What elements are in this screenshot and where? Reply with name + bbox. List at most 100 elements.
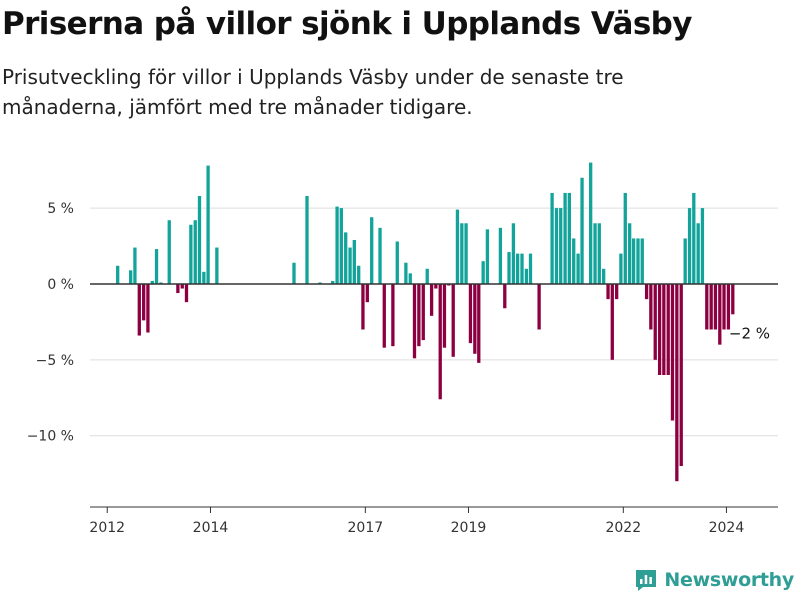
bar — [567, 192, 571, 284]
bar — [382, 283, 386, 348]
bar — [713, 283, 718, 330]
x-tick-label: 2017 — [348, 520, 384, 536]
bar — [528, 253, 533, 284]
bar — [606, 283, 610, 300]
bar — [628, 223, 632, 284]
bar — [473, 283, 477, 354]
bar — [189, 224, 193, 284]
bar — [167, 220, 171, 284]
bar — [610, 283, 614, 360]
bar — [429, 283, 434, 316]
bar — [666, 283, 670, 375]
bar — [507, 252, 511, 284]
bar — [421, 283, 425, 341]
brand-name: Newsworthy — [664, 569, 794, 591]
bar — [563, 192, 567, 284]
bar — [520, 253, 524, 284]
x-tick-label: 2014 — [193, 520, 229, 536]
axis-layer — [90, 283, 778, 513]
bar — [631, 238, 636, 284]
bar — [206, 165, 210, 284]
bar — [159, 282, 163, 284]
bar — [176, 283, 180, 294]
bar — [408, 273, 412, 284]
bar — [498, 227, 503, 284]
bar — [718, 283, 722, 345]
chart-title: Priserna på villor sjönk i Upplands Väsb… — [2, 6, 692, 42]
bar — [438, 283, 442, 400]
bar — [554, 208, 559, 284]
bar — [511, 223, 516, 284]
bar — [726, 283, 731, 330]
bar — [150, 280, 154, 284]
bar — [180, 283, 184, 289]
bar — [662, 283, 666, 375]
bar — [602, 268, 606, 284]
bar — [683, 238, 687, 284]
bar — [142, 283, 146, 321]
bar — [447, 283, 451, 286]
bar — [361, 283, 365, 330]
bar — [593, 223, 597, 284]
bar — [335, 206, 339, 284]
last-value-annotation: −2 % — [729, 324, 770, 342]
bar — [154, 249, 159, 284]
bar — [404, 262, 408, 284]
bar — [537, 283, 541, 330]
bar — [657, 283, 662, 375]
bar — [623, 192, 627, 284]
bar — [365, 283, 369, 303]
bar — [700, 208, 705, 284]
x-tick-label: 2012 — [89, 520, 125, 536]
bar — [485, 229, 490, 284]
labels-layer: 5 % 0 % −5 % −10 % 2012 2014 2017 2019 2022 2024 −… — [27, 201, 770, 536]
bar — [442, 283, 447, 348]
bar — [197, 195, 202, 284]
bar — [687, 208, 692, 284]
bar — [357, 265, 361, 284]
bar — [722, 283, 726, 330]
bar — [434, 283, 438, 289]
bar — [576, 253, 580, 284]
bar — [391, 283, 395, 347]
y-tick-label: −10 % — [27, 429, 74, 445]
bar — [455, 209, 460, 284]
bar — [395, 241, 399, 284]
bar — [636, 238, 640, 284]
bar — [653, 283, 657, 360]
bar — [692, 192, 696, 284]
bar — [193, 220, 197, 284]
bar — [451, 283, 455, 357]
grid-layer — [90, 207, 778, 437]
x-tick-label: 2019 — [451, 520, 487, 536]
bar — [318, 282, 322, 284]
bar — [670, 283, 675, 421]
bar — [215, 247, 219, 284]
bar — [731, 283, 735, 315]
bar — [202, 271, 206, 284]
bar — [146, 283, 150, 333]
newsworthy-logo-icon — [636, 570, 657, 591]
bar — [619, 253, 623, 284]
y-tick-label: 5 % — [47, 201, 74, 217]
bar — [464, 223, 468, 284]
bar — [129, 270, 133, 284]
bar — [344, 232, 348, 284]
bar — [644, 283, 649, 300]
bar — [378, 227, 382, 284]
y-tick-label: 0 % — [47, 277, 74, 293]
bar — [370, 217, 374, 284]
bar — [515, 253, 520, 284]
bar — [137, 283, 141, 336]
bar — [331, 280, 335, 284]
bar — [696, 223, 700, 284]
bar — [468, 283, 473, 344]
bar — [305, 195, 309, 284]
bars-layer — [116, 162, 735, 482]
brand: Newsworthy — [634, 568, 794, 592]
x-tick-label: 2022 — [605, 520, 641, 536]
bar — [460, 223, 464, 284]
bar — [597, 223, 601, 284]
bar — [709, 283, 713, 330]
